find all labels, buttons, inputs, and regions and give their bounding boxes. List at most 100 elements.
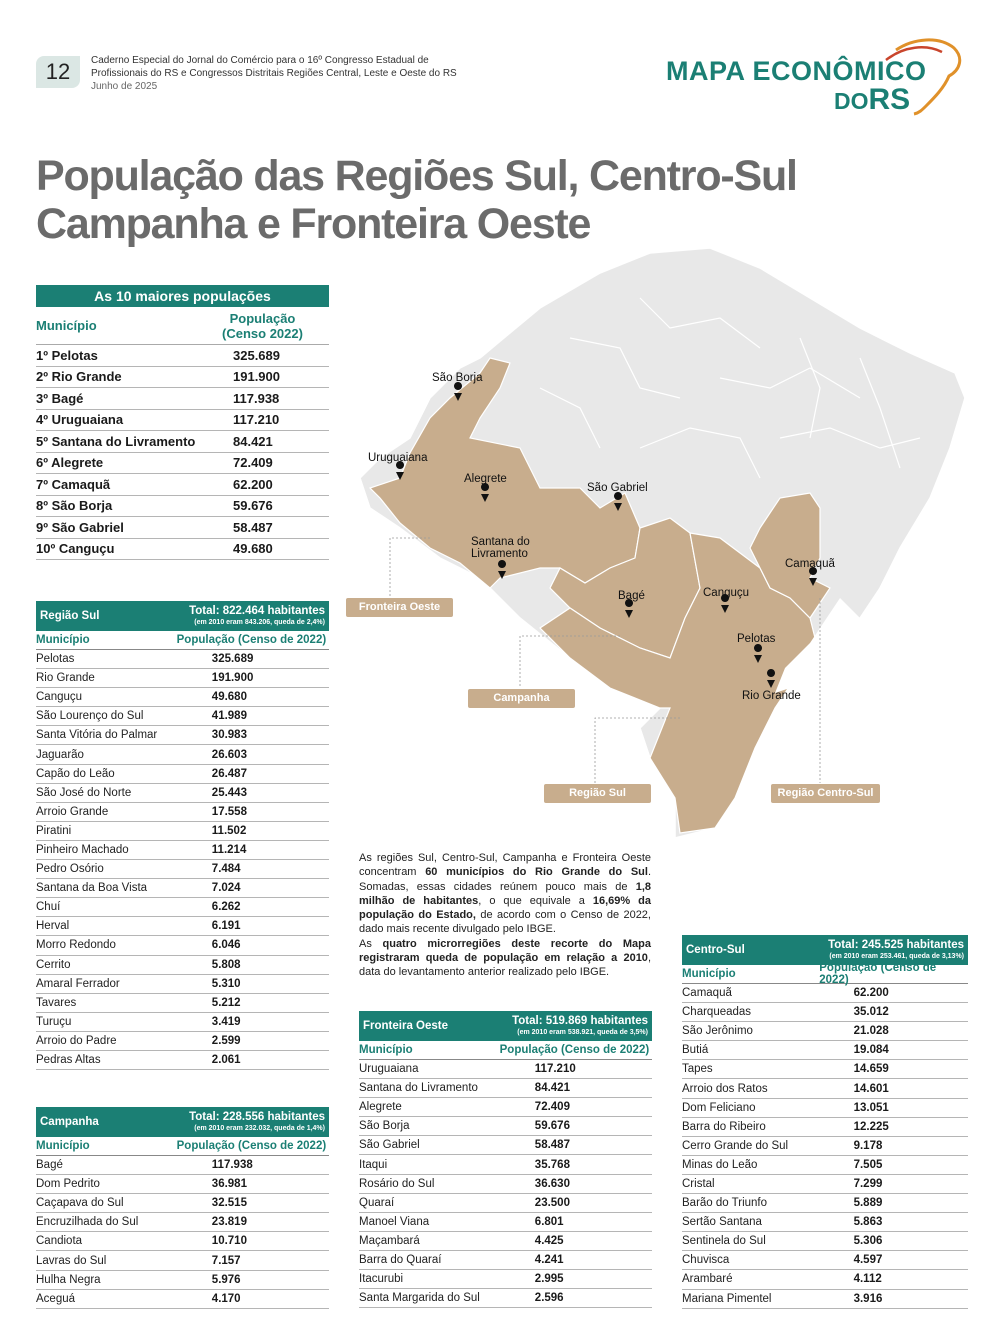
population-cell: 35.768 — [534, 1158, 570, 1171]
centro-sul-note: (em 2010 eram 253.461, queda de 3,13%) — [829, 953, 964, 960]
rs-map-shape — [359, 247, 966, 838]
municipio-cell: Canguçu — [36, 691, 83, 704]
p1-f: 16,69% da população do Estado, — [359, 894, 651, 922]
table-row: Encruzilhada do Sul 23.819 — [36, 1213, 329, 1233]
municipio-cell: Itacurubi — [359, 1273, 404, 1286]
municipio-cell: Santana do Livramento — [359, 1082, 478, 1095]
population-cell: 5.976 — [211, 1273, 241, 1286]
table-row: Itacurubi 2.995 — [359, 1270, 652, 1290]
centro-sul-name: Centro-Sul — [686, 944, 745, 956]
table-row: Sertão Santana 5.863 — [682, 1213, 968, 1233]
page-number: 12 — [36, 56, 80, 88]
logo-subtitle: DORS — [834, 83, 910, 117]
intro-paragraph: As regiões Sul, Centro-Sul, Campanha e F… — [359, 851, 651, 980]
table-row: Manoel Viana 6.801 — [359, 1213, 652, 1232]
rs-outline-logo-icon — [885, 38, 962, 116]
table-row: 1º Pelotas 325.689 — [36, 345, 329, 367]
table-row: São Borja 59.676 — [359, 1117, 652, 1137]
population-cell: 4.170 — [211, 1292, 241, 1305]
municipio-cell: Manoel Viana — [359, 1215, 430, 1228]
table-row: Herval 6.191 — [36, 917, 329, 937]
table-row: 9º São Gabriel 58.487 — [36, 517, 329, 539]
municipio-cell: Aceguá — [36, 1292, 76, 1305]
p1-a: As regiões Sul, Centro-Sul, Campanha e F… — [359, 852, 651, 879]
col-pop: População (Censo de 2022) — [176, 1140, 327, 1152]
table-row: Jaguarão 26.603 — [36, 745, 329, 765]
municipio-cell: Rosário do Sul — [359, 1177, 435, 1190]
table-row: Hulha Negra 5.976 — [36, 1271, 329, 1290]
municipio-cell: 5º Santana do Livramento — [36, 433, 196, 449]
map-region-fronteira-oeste: Fronteira Oeste — [346, 598, 453, 617]
p1-e: , o que equivale a — [478, 894, 593, 907]
municipio-cell: 8º São Borja — [36, 498, 113, 514]
municipio-cell: Chuí — [36, 901, 61, 914]
fronteira-oeste-total: Total: 519.869 habitantes (em 2010 eram 5… — [512, 1015, 648, 1037]
table-row: Mariana Pimentel 3.916 — [682, 1290, 968, 1309]
table-row: 4º Uruguaiana 117.210 — [36, 410, 329, 431]
population-cell: 5.212 — [211, 996, 241, 1009]
municipio-cell: Candiota — [36, 1235, 83, 1248]
campanha-note: (em 2010 eram 232.032, queda de 1,4%) — [194, 1125, 325, 1132]
population-cell: 21.028 — [853, 1025, 889, 1038]
table-row: Arroio dos Ratos 14.601 — [682, 1079, 968, 1099]
table-row: Chuí 6.262 — [36, 898, 329, 918]
intro-p2: As quatro microrregiões deste recorte do… — [359, 937, 651, 980]
municipio-cell: Charqueadas — [682, 1006, 752, 1019]
santana-line-1: Santana do — [471, 536, 530, 548]
population-cell: 12.225 — [853, 1120, 889, 1133]
title-line-2: Campanha e Fronteira Oeste — [36, 200, 591, 248]
population-cell: 9.178 — [853, 1139, 883, 1152]
municipio-cell: 4º Uruguaiana — [36, 412, 124, 428]
map-region-sul: Região Sul — [544, 784, 651, 803]
table-row: Capão do Leão 26.487 — [36, 765, 329, 784]
map-label-camaqua: Camaquã — [785, 558, 835, 570]
municipio-cell: Tapes — [682, 1063, 713, 1076]
population-cell: 19.084 — [853, 1044, 889, 1057]
municipio-cell: São Jerônimo — [682, 1025, 753, 1038]
population-cell: 4.112 — [853, 1273, 882, 1286]
municipio-cell: Sentinela do Sul — [682, 1235, 766, 1248]
header-date: Junho de 2025 — [91, 81, 158, 92]
table-row: Tavares 5.212 — [36, 994, 329, 1013]
table-row: Santa Vitória do Palmar 30.983 — [36, 726, 329, 746]
centro-sul-caption: Centro-Sul Total: 245.525 habitantes (em … — [682, 935, 968, 965]
municipio-cell: Minas do Leão — [682, 1158, 758, 1171]
municipio-cell: Barra do Ribeiro — [682, 1120, 766, 1133]
title-line-1: População das Regiões Sul, Centro-Sul — [36, 152, 798, 200]
lagoa-dos-patos — [775, 598, 860, 693]
population-cell: 35.012 — [853, 1006, 889, 1019]
table-row: Cerrito 5.808 — [36, 956, 329, 975]
header-line-1: Caderno Especial do Jornal do Comércio p… — [91, 55, 429, 66]
population-cell: 62.200 — [233, 476, 273, 492]
population-cell: 49.680 — [233, 541, 273, 557]
map-label-bage: Bagé — [618, 590, 645, 602]
municipio-cell: Barra do Quaraí — [359, 1253, 442, 1266]
publication-header: Caderno Especial do Jornal do Comércio p… — [91, 54, 457, 93]
municipio-cell: Jaguarão — [36, 748, 84, 761]
top10-col-pop-1: População — [229, 310, 296, 326]
population-cell: 26.603 — [211, 748, 247, 761]
table-row: Bagé 117.938 — [36, 1156, 329, 1176]
logo-rs: RS — [868, 83, 911, 116]
table-row: Pedro Osório 7.484 — [36, 860, 329, 880]
map-region-centro-sul: Região Centro-Sul — [771, 784, 880, 803]
map-label-pelotas: Pelotas — [737, 633, 776, 645]
table-row: Caçapava do Sul 32.515 — [36, 1194, 329, 1214]
population-cell: 2.061 — [211, 1054, 241, 1067]
population-cell: 5.310 — [211, 977, 241, 990]
map-label-uruguaiana: Uruguaiana — [368, 452, 428, 464]
municipio-cell: Herval — [36, 920, 70, 933]
top10-rows: 1º Pelotas 325.689 2º Rio Grande 191.900 3º … — [36, 345, 329, 560]
fronteira-oeste-total-value: Total: 519.869 habitantes — [512, 1015, 648, 1027]
population-cell: 72.409 — [233, 455, 273, 471]
table-row: Quaraí 23.500 — [359, 1194, 652, 1213]
map-label-sao-gabriel: São Gabriel — [587, 482, 648, 494]
population-cell: 191.900 — [233, 369, 280, 385]
campanha-table: Campanha Total: 228.556 habitantes (em 20… — [36, 1107, 329, 1309]
population-cell: 26.487 — [211, 767, 247, 780]
population-cell: 36.981 — [211, 1178, 247, 1191]
col-municipio: Município — [36, 634, 90, 646]
table-row: Cerro Grande do Sul 9.178 — [682, 1137, 968, 1156]
population-cell: 84.421 — [534, 1082, 570, 1095]
population-cell: 5.889 — [853, 1197, 883, 1210]
